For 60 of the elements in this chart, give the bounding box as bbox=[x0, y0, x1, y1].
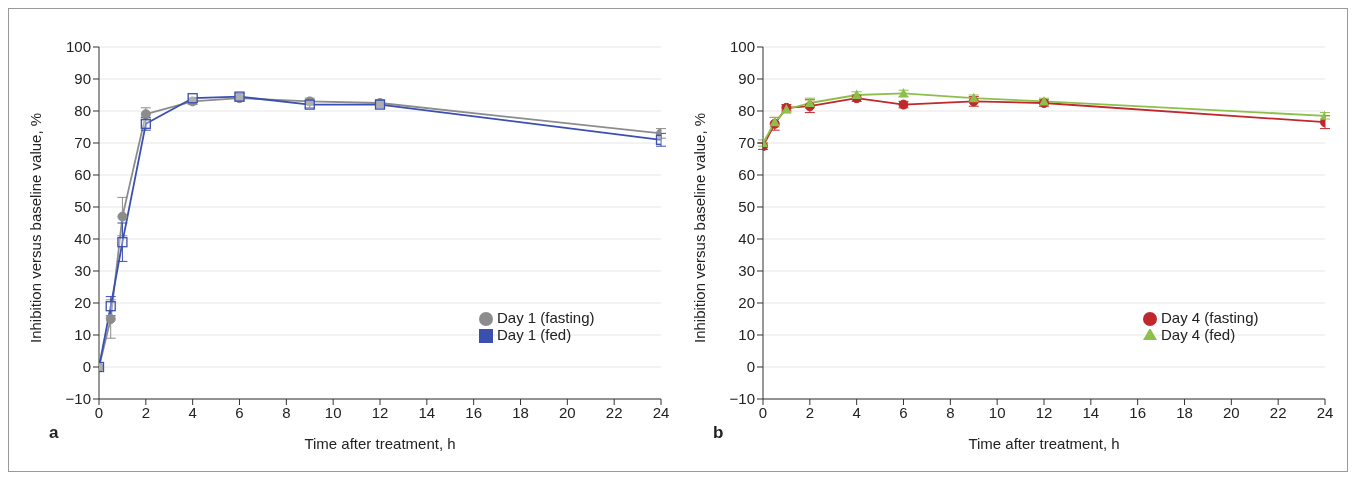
x-tick-label: 4 bbox=[852, 403, 861, 421]
y-tick-label: 90 bbox=[74, 70, 91, 88]
x-tick-label: 8 bbox=[282, 403, 291, 421]
x-tick-label: 24 bbox=[1316, 403, 1334, 421]
x-tick-label: 20 bbox=[558, 403, 576, 421]
x-tick-label: 14 bbox=[418, 403, 436, 421]
y-tick-label: −10 bbox=[65, 390, 91, 408]
y-tick-label: 90 bbox=[738, 70, 755, 88]
y-tick-label: 80 bbox=[74, 102, 91, 120]
y-tick-label: 50 bbox=[74, 198, 91, 216]
x-tick-label: 10 bbox=[988, 403, 1006, 421]
y-tick-label: 0 bbox=[82, 358, 91, 376]
y-tick-label: 40 bbox=[74, 230, 91, 248]
text: b bbox=[713, 423, 724, 443]
y-tick-label: 70 bbox=[74, 134, 91, 152]
x-tick-label: 8 bbox=[946, 403, 955, 421]
x-tick-label: 18 bbox=[512, 403, 529, 421]
x-tick-label: 12 bbox=[1035, 403, 1053, 421]
legend-label: Day 1 (fasting) bbox=[497, 309, 595, 326]
legend-label: Day 4 (fasting) bbox=[1161, 309, 1259, 326]
y-tick-label: 40 bbox=[738, 230, 755, 248]
y-tick-label: 10 bbox=[74, 326, 91, 344]
y-tick-label: 0 bbox=[746, 358, 755, 376]
x-tick-label: 22 bbox=[605, 403, 623, 421]
x-tick-label: 10 bbox=[324, 403, 342, 421]
legend-label: Day 1 (fed) bbox=[497, 326, 572, 344]
y-tick-label: 30 bbox=[74, 262, 91, 280]
y-axis-title: Inhibition versus baseline value, % bbox=[691, 112, 709, 343]
y-tick-label: 100 bbox=[729, 38, 755, 56]
x-axis-title: Time after treatment, h bbox=[968, 435, 1120, 452]
y-tick-label: 60 bbox=[738, 166, 755, 184]
y-tick-label: 10 bbox=[738, 326, 755, 344]
x-tick-label: 2 bbox=[141, 403, 151, 421]
x-tick-label: 6 bbox=[899, 403, 908, 421]
x-tick-label: 6 bbox=[235, 403, 244, 421]
x-tick-label: 2 bbox=[805, 403, 815, 421]
x-tick-label: 14 bbox=[1082, 403, 1100, 421]
y-tick-label: 20 bbox=[738, 294, 755, 312]
x-tick-label: 16 bbox=[465, 403, 483, 421]
x-tick-label: 12 bbox=[371, 403, 389, 421]
legend-label: Day 4 (fed) bbox=[1161, 326, 1236, 344]
x-tick-label: 22 bbox=[1269, 403, 1287, 421]
y-tick-label: 50 bbox=[738, 198, 755, 216]
x-tick-label: 18 bbox=[1176, 403, 1193, 421]
text: a bbox=[49, 423, 59, 443]
y-tick-label: 30 bbox=[738, 262, 755, 280]
y-tick-label: 100 bbox=[65, 38, 91, 56]
x-tick-label: 0 bbox=[758, 403, 768, 421]
y-tick-label: 20 bbox=[74, 294, 91, 312]
x-tick-label: 0 bbox=[94, 403, 104, 421]
x-tick-label: 16 bbox=[1129, 403, 1147, 421]
x-axis-title: Time after treatment, h bbox=[304, 435, 456, 452]
y-tick-label: 60 bbox=[74, 166, 91, 184]
x-tick-label: 20 bbox=[1222, 403, 1240, 421]
y-tick-label: 80 bbox=[738, 102, 755, 120]
y-tick-label: 70 bbox=[738, 134, 755, 152]
x-tick-label: 4 bbox=[188, 403, 197, 421]
y-tick-label: −10 bbox=[729, 390, 755, 408]
y-axis-title: Inhibition versus baseline value, % bbox=[27, 112, 45, 343]
x-tick-label: 24 bbox=[652, 403, 670, 421]
